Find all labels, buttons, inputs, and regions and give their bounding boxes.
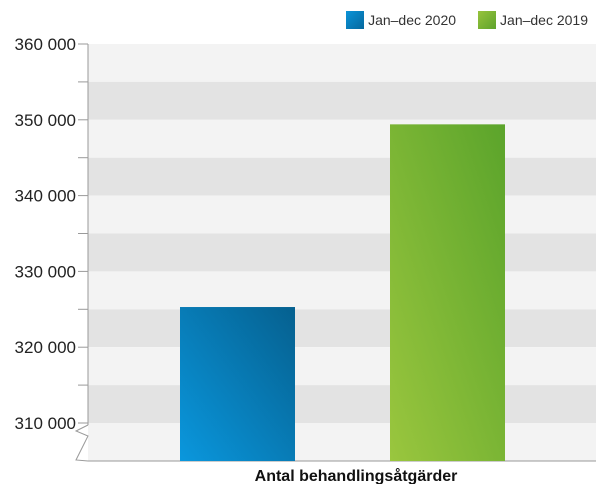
- y-tick-label: 340 000: [15, 187, 76, 206]
- grid-band: [88, 423, 596, 461]
- grid-band: [88, 271, 596, 310]
- grid-band: [88, 157, 596, 196]
- legend: Jan–dec 2020 Jan–dec 2019: [346, 11, 588, 29]
- y-tick-label: 310 000: [15, 414, 76, 433]
- y-tick-label: 320 000: [15, 338, 76, 357]
- legend-label-2019: Jan–dec 2019: [500, 12, 588, 28]
- grid-band: [88, 119, 596, 158]
- y-tick-label: 360 000: [15, 35, 76, 54]
- grid-band: [88, 347, 596, 386]
- grid-band: [88, 195, 596, 234]
- y-axis-break: [74, 424, 89, 462]
- y-tick-label: 350 000: [15, 111, 76, 130]
- grid-band: [88, 81, 596, 120]
- legend-item-2019: Jan–dec 2019: [478, 11, 588, 29]
- legend-item-2020: Jan–dec 2020: [346, 11, 456, 29]
- grid-band: [88, 385, 596, 423]
- grid-band: [88, 233, 596, 272]
- grid-band: [88, 44, 596, 82]
- legend-swatch-2020: [346, 11, 365, 29]
- legend-swatch-2019: [478, 11, 497, 29]
- y-tick-label: 330 000: [15, 262, 76, 281]
- x-category-label: Antal behandlingsåtgärder: [255, 467, 458, 484]
- bar-2020: [180, 307, 295, 461]
- legend-label-2020: Jan–dec 2020: [368, 12, 457, 28]
- grid-band: [88, 309, 596, 348]
- bar-2019: [390, 124, 505, 462]
